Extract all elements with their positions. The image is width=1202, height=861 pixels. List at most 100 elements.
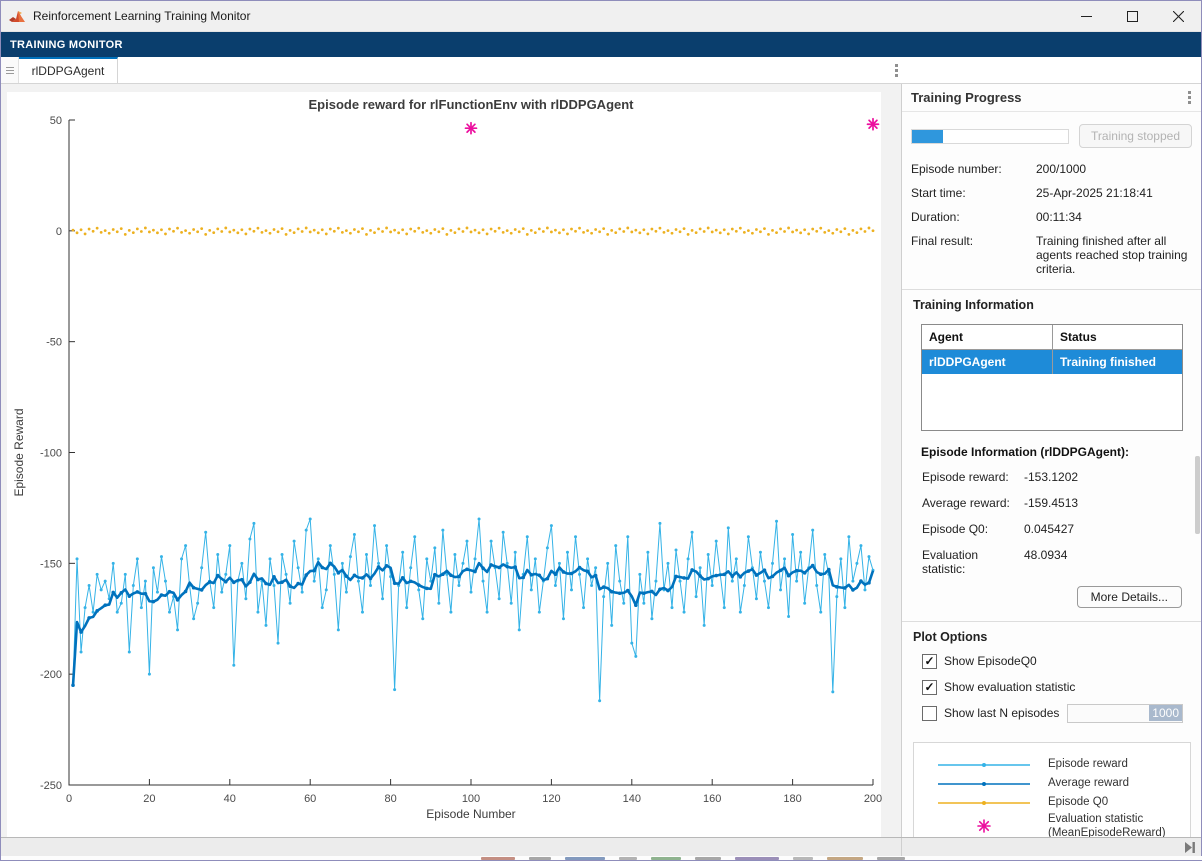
field-value: 25-Apr-2025 21:18:41: [1036, 186, 1153, 200]
table-header-row: Agent Status: [922, 325, 1182, 350]
svg-text:200: 200: [864, 793, 882, 805]
svg-text:0: 0: [66, 793, 72, 805]
more-details-button[interactable]: More Details...: [1076, 586, 1182, 608]
field-label: Duration:: [911, 210, 960, 224]
checkbox-row-show-episodeq0[interactable]: Show EpisodeQ0: [922, 648, 1183, 674]
field-label: Episode number:: [911, 162, 1002, 176]
training-progress-panel: Training Progress Training stopped Episo…: [902, 84, 1201, 837]
checkbox-label: Show EpisodeQ0: [944, 654, 1037, 668]
minimize-button[interactable]: [1063, 1, 1109, 31]
svg-text:80: 80: [384, 793, 396, 805]
plot-options-header: Plot Options: [902, 621, 1201, 648]
episode-field-value: -153.1202: [1024, 470, 1079, 484]
toolstrip-banner: TRAINING MONITOR: [1, 32, 1201, 57]
tab-list-icon[interactable]: [1, 57, 19, 83]
checkbox-row-show-evaluation-statistic[interactable]: Show evaluation statistic: [922, 674, 1183, 700]
svg-text:50: 50: [50, 115, 62, 127]
table-header-cell: Agent: [922, 325, 1053, 350]
line-sample-icon: [938, 762, 1030, 767]
plot-options-checkboxes: Show EpisodeQ0 Show evaluation statistic S…: [902, 648, 1201, 726]
training-progress-bar: [911, 128, 1069, 144]
svg-text:120: 120: [542, 793, 560, 805]
maximize-button[interactable]: [1109, 1, 1155, 31]
svg-text:-250: -250: [40, 780, 62, 792]
chart-area: Episode reward for rlFunctionEnv with rl…: [1, 84, 902, 837]
maximize-icon: [1126, 10, 1138, 22]
episode-reward-chart[interactable]: Episode reward for rlFunctionEnv with rl…: [1, 84, 900, 837]
svg-text:160: 160: [703, 793, 721, 805]
minimize-icon: [1080, 15, 1092, 17]
episode-field-label: Evaluation statistic:: [922, 548, 979, 576]
svg-text:-50: -50: [46, 337, 62, 349]
field-value: 00:11:34: [1036, 210, 1082, 224]
field-label: Final result:: [911, 234, 974, 248]
status-bar-left: [1, 838, 902, 856]
status-cell: Training finished: [1060, 355, 1157, 369]
field-value: Training finished after all agents reach…: [1036, 234, 1188, 276]
episode-field-value: 0.045427: [1024, 522, 1075, 536]
matlab-logo-icon: [9, 10, 25, 22]
svg-text:40: 40: [224, 793, 236, 805]
legend-sample: [920, 817, 1048, 835]
last-n-episodes-value: 1000: [1149, 705, 1182, 721]
svg-text:Episode reward for rlFunctionE: Episode reward for rlFunctionEnv with rl…: [308, 97, 634, 112]
panel-header: Training Progress: [902, 84, 1201, 112]
svg-text:180: 180: [783, 793, 801, 805]
window-title: Reinforcement Learning Training Monitor: [33, 9, 251, 23]
checkbox[interactable]: [922, 653, 937, 669]
field-value: 200/1000: [1036, 162, 1087, 176]
svg-text:Episode Reward: Episode Reward: [12, 408, 26, 496]
progress-fields: Episode number: 200/1000 Start time: 25-Apr…: [911, 162, 1192, 276]
skip-to-end-icon[interactable]: [1184, 841, 1196, 853]
checkbox-row-show-last-n-episodes[interactable]: Show last N episodes 1000: [922, 700, 1183, 726]
svg-text:Episode Number: Episode Number: [426, 807, 515, 821]
legend-entry: Evaluation statistic (MeanEpisodeReward): [920, 812, 1184, 837]
close-button[interactable]: [1155, 1, 1201, 31]
chart-legend: Episode reward Average reward Episode Q0 Ev…: [913, 742, 1191, 837]
tab-rlddpgagent[interactable]: rlDDPGAgent: [19, 57, 118, 83]
legend-label: Episode Q0: [1048, 796, 1109, 809]
tab-strip: rlDDPGAgent: [1, 57, 1201, 84]
field-label: Start time:: [911, 186, 966, 200]
episode-field-value: -159.4513: [1024, 496, 1079, 510]
close-icon: [1172, 10, 1184, 22]
svg-text:-100: -100: [40, 448, 62, 460]
panel-title: Training Progress: [911, 90, 1022, 105]
toolstrip-tab-label: TRAINING MONITOR: [10, 38, 123, 51]
legend-entry: Episode Q0: [920, 793, 1184, 812]
episode-field-label: Episode Q0:: [922, 522, 989, 536]
agent-cell: rlDDPGAgent: [922, 350, 1053, 374]
status-bar: [1, 837, 1201, 856]
legend-label: Average reward: [1048, 777, 1129, 790]
legend-entry: Episode reward: [920, 755, 1184, 774]
tab-options-kebab-icon[interactable]: [883, 57, 909, 83]
table-empty-area: [922, 374, 1182, 430]
episode-field-label: Average reward:: [922, 496, 1010, 510]
episode-information-header: Episode Information (rlDDPGAgent):: [921, 445, 1129, 459]
agent-status-table: Agent Status rlDDPGAgent Training finished: [921, 324, 1183, 431]
panel-options-kebab-icon[interactable]: [1188, 91, 1191, 104]
svg-text:-200: -200: [40, 669, 62, 681]
checkbox-label: Show last N episodes: [944, 706, 1060, 720]
checkbox[interactable]: [922, 705, 937, 721]
training-stopped-button[interactable]: Training stopped: [1079, 124, 1192, 148]
episode-field-value: 48.0934: [1024, 548, 1068, 562]
progress-fill: [912, 129, 944, 143]
svg-text:100: 100: [462, 793, 480, 805]
episode-field-label: Episode reward:: [922, 470, 1009, 484]
svg-text:60: 60: [304, 793, 316, 805]
last-n-episodes-input[interactable]: 1000: [1067, 703, 1183, 723]
svg-text:140: 140: [623, 793, 641, 805]
checkbox-label: Show evaluation statistic: [944, 680, 1076, 694]
table-row[interactable]: rlDDPGAgent Training finished: [922, 350, 1182, 374]
legend-label: Episode reward: [1048, 758, 1128, 771]
checkbox[interactable]: [922, 679, 937, 695]
training-information-header: Training Information: [902, 289, 1201, 316]
panel-scrollbar-thumb[interactable]: [1195, 456, 1200, 534]
svg-text:20: 20: [143, 793, 155, 805]
asterisk-icon: [977, 819, 991, 834]
line-sample-icon: [938, 781, 1030, 786]
background-window-sliver: [1, 856, 1202, 860]
legend-label: Evaluation statistic (MeanEpisodeReward): [1048, 813, 1166, 837]
tab-label: rlDDPGAgent: [31, 64, 105, 78]
